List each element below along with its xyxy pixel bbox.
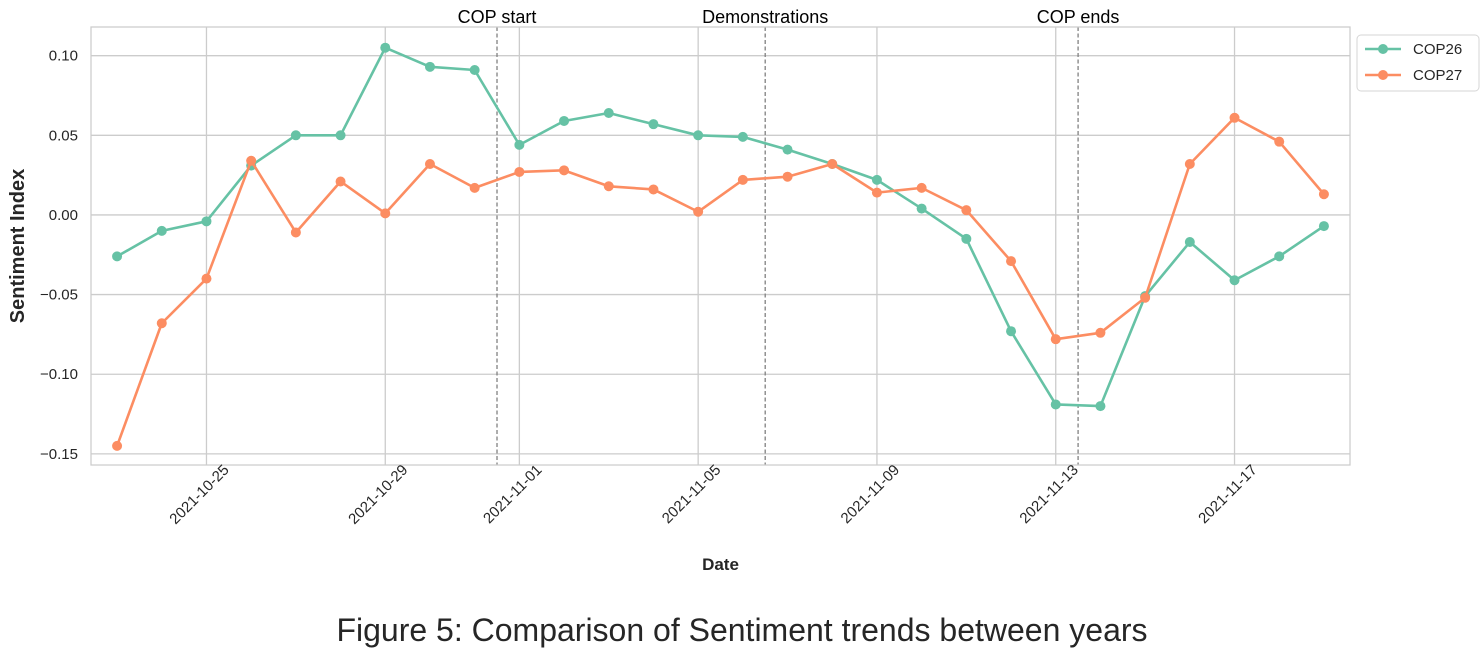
data-point bbox=[156, 225, 167, 236]
series-cop27 bbox=[112, 112, 1329, 451]
legend: COP26 COP27 bbox=[1356, 34, 1480, 92]
x-tick-label: 2021-11-01 bbox=[480, 462, 545, 527]
data-point bbox=[290, 130, 301, 141]
data-point bbox=[1229, 112, 1240, 123]
annotation-label: COP start bbox=[458, 7, 537, 27]
y-tick-label: −0.05 bbox=[40, 287, 78, 304]
y-tick-label: 0.00 bbox=[49, 207, 78, 224]
data-point bbox=[112, 440, 123, 451]
data-point bbox=[737, 131, 748, 142]
data-point bbox=[424, 158, 435, 169]
event-annotations: COP start Demonstrations COP ends bbox=[458, 7, 1120, 465]
data-point bbox=[648, 119, 659, 130]
series-line bbox=[116, 46, 1325, 408]
y-axis-label: Sentiment Index bbox=[7, 169, 29, 323]
data-point bbox=[380, 42, 391, 53]
data-point bbox=[112, 251, 123, 262]
data-point bbox=[603, 108, 614, 119]
data-point bbox=[469, 65, 480, 76]
x-axis-label: Date bbox=[702, 555, 739, 574]
series-layer bbox=[112, 42, 1329, 451]
data-point bbox=[916, 182, 927, 193]
annotation-label: Demonstrations bbox=[702, 7, 828, 27]
data-point bbox=[1318, 189, 1329, 200]
series-cop26 bbox=[112, 42, 1329, 412]
data-point bbox=[1006, 256, 1017, 267]
sentiment-line-chart: COP start Demonstrations COP ends 2021-10-… bbox=[7, 7, 1480, 574]
data-point bbox=[782, 144, 793, 155]
legend-swatch-marker bbox=[1378, 70, 1388, 80]
data-point bbox=[1318, 221, 1329, 232]
data-point bbox=[871, 174, 882, 185]
data-point bbox=[693, 206, 704, 217]
x-tick-label: 2021-10-29 bbox=[345, 462, 411, 528]
legend-entry-cop26: COP26 bbox=[1413, 41, 1462, 58]
data-point bbox=[1095, 327, 1106, 338]
data-point bbox=[1095, 401, 1106, 412]
data-point bbox=[424, 61, 435, 72]
y-tick-label: −0.15 bbox=[40, 446, 78, 463]
data-point bbox=[648, 184, 659, 195]
data-point bbox=[1050, 334, 1061, 345]
data-point bbox=[290, 227, 301, 238]
y-tick-labels: 0.10 0.05 0.00 −0.05 −0.10 −0.15 bbox=[40, 48, 78, 463]
data-point bbox=[1184, 158, 1195, 169]
legend-entry-cop27: COP27 bbox=[1413, 67, 1462, 84]
data-point bbox=[559, 115, 570, 126]
figure-caption: Figure 5: Comparison of Sentiment trends… bbox=[336, 612, 1148, 648]
y-tick-label: 0.05 bbox=[49, 127, 78, 144]
x-tick-label: 2021-11-13 bbox=[1016, 462, 1081, 527]
data-point bbox=[603, 181, 614, 192]
data-point bbox=[1229, 275, 1240, 286]
data-point bbox=[335, 176, 346, 187]
data-point bbox=[1140, 292, 1151, 303]
data-point bbox=[156, 318, 167, 329]
x-tick-label: 2021-11-17 bbox=[1195, 462, 1260, 527]
data-point bbox=[246, 155, 257, 166]
y-tick-label: −0.10 bbox=[40, 366, 78, 383]
data-point bbox=[201, 216, 212, 227]
data-point bbox=[1274, 251, 1285, 262]
data-point bbox=[1184, 237, 1195, 248]
data-point bbox=[469, 182, 480, 193]
data-point bbox=[514, 166, 525, 177]
x-tick-label: 2021-10-25 bbox=[166, 462, 232, 528]
series-line bbox=[115, 116, 1325, 447]
data-point bbox=[871, 187, 882, 198]
data-point bbox=[961, 233, 972, 244]
data-point bbox=[782, 171, 793, 182]
data-point bbox=[201, 273, 212, 284]
x-tick-labels: 2021-10-25 2021-10-29 2021-11-01 2021-11-05… bbox=[166, 462, 1260, 528]
x-tick-label: 2021-11-09 bbox=[838, 462, 903, 527]
data-point bbox=[693, 130, 704, 141]
data-point bbox=[1050, 399, 1061, 410]
data-point bbox=[916, 203, 927, 214]
data-point bbox=[961, 205, 972, 216]
data-point bbox=[1274, 136, 1285, 147]
y-tick-label: 0.10 bbox=[49, 48, 78, 65]
data-point bbox=[559, 165, 570, 176]
data-point bbox=[1006, 326, 1017, 337]
data-point bbox=[380, 208, 391, 219]
x-tick-label: 2021-11-05 bbox=[659, 462, 724, 527]
data-point bbox=[335, 130, 346, 141]
data-point bbox=[514, 139, 525, 150]
legend-swatch-marker bbox=[1378, 44, 1388, 54]
data-point bbox=[827, 158, 838, 169]
plot-frame bbox=[90, 26, 1351, 466]
data-point bbox=[737, 174, 748, 185]
annotation-label: COP ends bbox=[1037, 7, 1120, 27]
